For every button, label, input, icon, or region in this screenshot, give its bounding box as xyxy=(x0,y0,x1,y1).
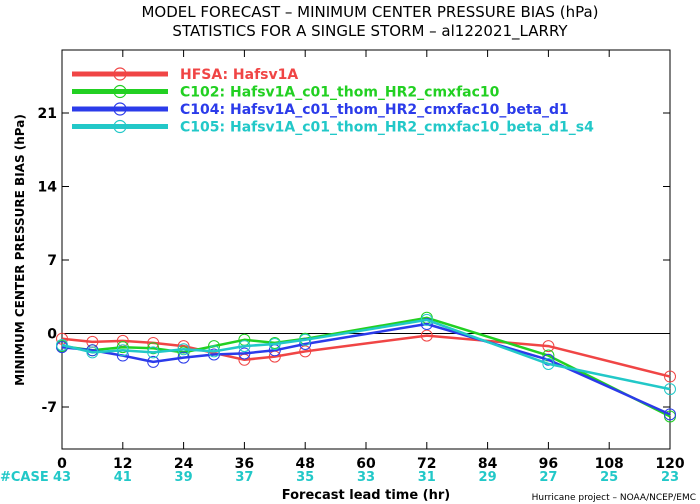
case-label: #CASE xyxy=(0,470,49,485)
credit-text: Hurricane project – NOAA/NCEP/EMC xyxy=(532,493,696,503)
data-point xyxy=(299,333,312,346)
data-point xyxy=(208,345,220,358)
series-4 xyxy=(56,313,676,396)
data-point xyxy=(86,346,99,359)
case-count-row: 43 41 39 37 35 33 31 29 27 25 23 xyxy=(53,470,679,485)
case-count: 31 xyxy=(418,470,436,485)
case-count: 27 xyxy=(539,470,557,485)
legend-label: C104: Hafsv1A_c01_thom_HR2_cmxfac10_beta… xyxy=(180,102,569,118)
legend-label: C102: Hafsv1A_c01_thom_HR2_cmxfac10 xyxy=(180,85,500,101)
x-tick-label: 96 xyxy=(539,456,558,472)
data-point xyxy=(147,346,160,359)
x-tick-label: 108 xyxy=(595,456,624,472)
data-point xyxy=(420,329,433,342)
series-layer xyxy=(56,311,676,423)
data-point xyxy=(542,340,555,353)
x-tick-label: 48 xyxy=(295,456,314,472)
data-point xyxy=(116,344,129,357)
data-point xyxy=(542,353,555,366)
data-point xyxy=(177,343,190,356)
y-axis: -7 0 7 14 21 xyxy=(38,106,670,416)
legend-item: C105: Hafsv1A_c01_thom_HR2_cmxfac10_beta… xyxy=(72,120,594,136)
y-tick-label: 7 xyxy=(47,253,57,269)
data-point xyxy=(299,338,312,350)
data-point xyxy=(116,341,129,354)
data-point xyxy=(420,318,433,331)
case-count: 23 xyxy=(661,470,679,485)
x-axis-label: Forecast lead time (hr) xyxy=(282,488,450,503)
x-tick-label: 60 xyxy=(356,456,376,472)
legend-label: C105: Hafsv1A_c01_thom_HR2_cmxfac10_beta… xyxy=(180,120,594,136)
case-count: 41 xyxy=(114,470,132,485)
data-point xyxy=(238,347,251,360)
data-point xyxy=(147,342,160,355)
x-tick-label: 36 xyxy=(235,456,254,472)
legend-marker xyxy=(113,84,127,99)
x-axis: 0 12 24 36 48 60 72 84 96 108 120 xyxy=(57,50,685,472)
data-point xyxy=(299,345,312,358)
data-point xyxy=(268,338,281,350)
legend-marker xyxy=(113,119,127,134)
series-line xyxy=(61,334,671,378)
case-count: 37 xyxy=(235,470,253,485)
legend: HFSA: Hafsv1A C102: Hafsv1A_c01_thom_HR2_… xyxy=(72,67,594,136)
data-point xyxy=(238,340,251,353)
case-count: 29 xyxy=(479,470,497,485)
data-point xyxy=(420,313,433,326)
case-count: 33 xyxy=(357,470,375,485)
series-1 xyxy=(56,329,676,383)
legend-item: C102: Hafsv1A_c01_thom_HR2_cmxfac10 xyxy=(72,85,500,101)
legend-marker xyxy=(113,102,127,116)
data-point xyxy=(177,351,190,364)
y-axis-label: MINIMUM CENTER PRESSURE BIAS (hPa) xyxy=(13,114,27,386)
y-tick-label: 14 xyxy=(38,180,58,196)
data-point xyxy=(208,348,220,361)
data-point xyxy=(542,357,555,370)
x-tick-label: 12 xyxy=(113,456,132,472)
case-count: 25 xyxy=(600,470,618,485)
y-tick-label: 0 xyxy=(47,327,57,343)
data-point xyxy=(56,332,68,345)
legend-marker xyxy=(113,67,127,81)
case-count: 35 xyxy=(296,470,314,485)
case-count: 43 xyxy=(53,470,71,485)
case-count: 39 xyxy=(175,470,193,485)
chart-title-line1: MODEL FORECAST – MINIMUM CENTER PRESSURE… xyxy=(141,3,598,21)
legend-label: HFSA: Hafsv1A xyxy=(180,67,298,83)
series-3 xyxy=(56,318,676,421)
legend-item: C104: Hafsv1A_c01_thom_HR2_cmxfac10_beta… xyxy=(72,102,569,118)
x-tick-label: 120 xyxy=(655,456,684,472)
data-point xyxy=(664,408,676,421)
y-tick-label: 21 xyxy=(38,106,57,122)
data-point xyxy=(56,339,68,352)
x-tick-label: 24 xyxy=(174,456,194,472)
legend-item: HFSA: Hafsv1A xyxy=(72,67,298,83)
x-tick-label: 0 xyxy=(57,456,67,472)
y-tick-label: -7 xyxy=(41,400,57,416)
data-point xyxy=(664,383,676,396)
data-point xyxy=(147,355,160,368)
x-tick-label: 72 xyxy=(417,456,436,472)
x-tick-label: 84 xyxy=(478,456,498,472)
data-point xyxy=(664,370,676,383)
chart-title-line2: STATISTICS FOR A SINGLE STORM – al122021… xyxy=(172,22,568,41)
